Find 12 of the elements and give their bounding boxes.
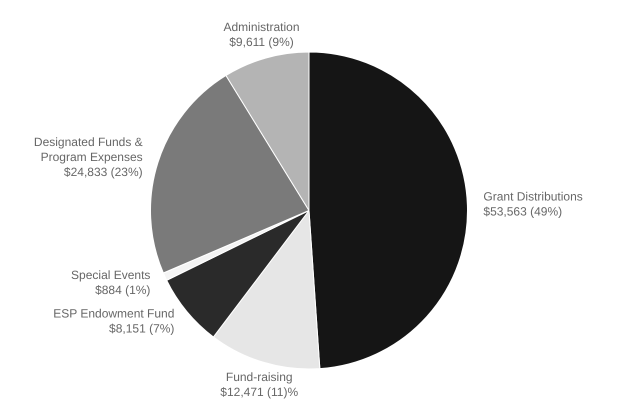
slice-label: Designated Funds & Program Expenses bbox=[34, 135, 143, 164]
slice-label: ESP Endowment Fund bbox=[53, 306, 174, 320]
data-label: $24,833 (23%) bbox=[64, 165, 143, 180]
slice-label: Fund-raising bbox=[226, 370, 293, 384]
slice-label: Special Events bbox=[71, 268, 150, 282]
slice-label: Administration bbox=[223, 20, 300, 34]
data-label: $12,471 (11)% bbox=[220, 385, 298, 400]
data-label: $53,563 (49%) bbox=[483, 204, 562, 218]
slice-label: Grant Distributions bbox=[483, 189, 583, 204]
data-label: $884 (1%) bbox=[95, 283, 150, 298]
data-label: $8,151 (7%) bbox=[109, 321, 174, 336]
data-label: $9,611 (9%) bbox=[229, 34, 294, 49]
